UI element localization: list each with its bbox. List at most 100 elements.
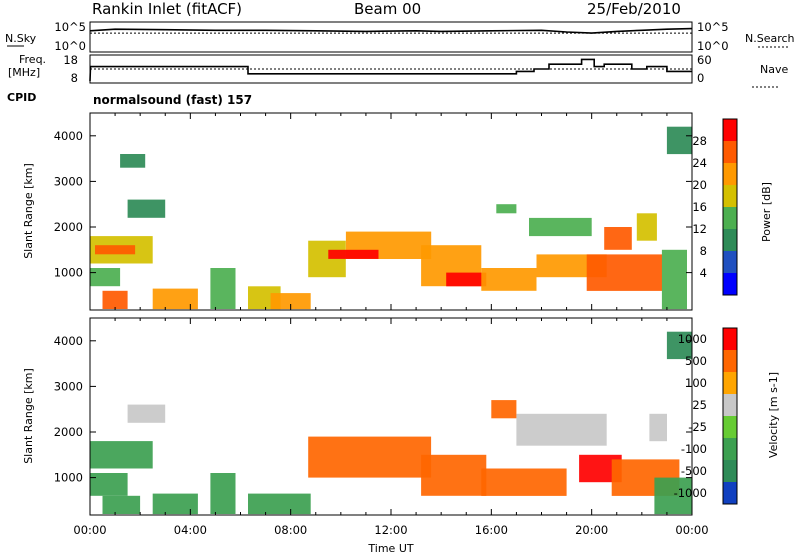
scatter-cell xyxy=(604,227,632,250)
scatter-cell xyxy=(120,154,146,168)
scatter-cell xyxy=(491,400,517,419)
y-tick-label: 1000 xyxy=(54,266,83,280)
date-label: 25/Feb/2010 xyxy=(587,0,681,18)
freq-axis-ticks: 18 8 60 0 xyxy=(63,53,711,85)
scatter-cell xyxy=(210,268,236,309)
scatter-cell xyxy=(90,473,128,496)
freq-series-0 xyxy=(89,58,692,82)
chart-title: Rankin Inlet (fitACF) xyxy=(92,0,242,18)
noise-left-tick: 10^0 xyxy=(54,39,86,53)
y-tick-label: 4000 xyxy=(54,334,83,348)
y-tick-label: 4000 xyxy=(54,129,83,143)
scatter-cell xyxy=(152,493,198,515)
colorbar-swatch xyxy=(723,119,737,141)
nave-label: Nave xyxy=(760,63,788,76)
velocity-colorbar-label: Velocity [m s-1] xyxy=(767,372,780,458)
colorbar-swatch xyxy=(723,350,737,372)
freq-left-tick: 8 xyxy=(71,71,78,85)
freq-panel: 18 8 60 0 xyxy=(63,53,711,85)
scatter-cell xyxy=(328,249,379,259)
colorbar-swatch xyxy=(723,163,737,185)
colorbar-swatch xyxy=(723,460,737,482)
y-tick-label: 1000 xyxy=(54,471,83,485)
freq-label: Freq. xyxy=(19,53,46,66)
scatter-cell xyxy=(529,217,592,237)
scatter-cell xyxy=(661,249,687,310)
power-axis-ticks: 1000 2000 3000 4000 xyxy=(54,113,693,310)
colorbar-swatch xyxy=(723,438,737,460)
colorbar-swatch xyxy=(723,273,737,295)
power-panel: 1000 2000 3000 4000 Slant Range [km] xyxy=(22,112,693,311)
scatter-cell xyxy=(654,477,692,515)
colorbar-tick-label: -25 xyxy=(688,420,707,434)
freq-right-tick: 0 xyxy=(697,71,704,85)
scatter-cell xyxy=(127,404,166,423)
colorbar-swatch xyxy=(723,372,737,394)
colorbar-tick-label: -100 xyxy=(681,442,707,456)
colorbar-swatch xyxy=(723,185,737,207)
freq-unit-label: [MHz] xyxy=(8,66,40,79)
colorbar-tick-label: 24 xyxy=(692,156,707,170)
colorbar-swatch xyxy=(723,416,737,438)
scatter-cell xyxy=(666,126,692,155)
colorbar-tick-label: 1000 xyxy=(678,332,707,346)
scatter-cell xyxy=(152,288,198,310)
nsky-label: N.Sky xyxy=(5,32,37,45)
scatter-cell xyxy=(481,468,567,496)
y-tick-label: 2000 xyxy=(54,220,83,234)
scatter-cell xyxy=(496,204,517,214)
colorbar-swatch xyxy=(723,141,737,163)
freq-plot-area xyxy=(89,58,692,82)
colorbar-swatch xyxy=(723,229,737,251)
colorbar-tick-label: 500 xyxy=(685,354,707,368)
scatter-cell xyxy=(666,331,692,360)
velocity-axis-ticks: 1000 2000 3000 4000 00:00 04:00 08:00 12:00 16:0… xyxy=(54,318,709,537)
power-colorbar-label: Power [dB] xyxy=(760,182,773,242)
scatter-cell xyxy=(586,254,662,291)
noise-panel: 10^5 10^0 10^5 10^0 xyxy=(54,20,728,53)
x-tick-label: 00:00 xyxy=(73,523,106,537)
freq-right-tick: 60 xyxy=(697,53,712,67)
scatter-cell xyxy=(649,413,667,442)
scatter-cell xyxy=(102,290,128,309)
x-tick-label: 12:00 xyxy=(374,523,407,537)
scatter-cell xyxy=(127,199,166,218)
x-tick-label: 16:00 xyxy=(475,523,508,537)
nsearch-label: N.Search xyxy=(745,32,795,45)
cpid-text: normalsound (fast) 157 xyxy=(93,93,252,107)
scatter-cell xyxy=(446,272,487,287)
scatter-cell xyxy=(90,441,153,469)
freq-left-tick: 18 xyxy=(63,53,78,67)
colorbar-swatch xyxy=(723,251,737,273)
colorbar-tick-label: -500 xyxy=(681,464,707,478)
noise-axis-ticks: 10^5 10^0 10^5 10^0 xyxy=(54,20,728,53)
power-y-axis-label: Slant Range [km] xyxy=(22,163,35,259)
scatter-cell xyxy=(516,413,607,446)
scatter-cell xyxy=(95,245,136,255)
scatter-cell xyxy=(308,240,346,278)
colorbar-tick-label: 28 xyxy=(692,134,707,148)
noise-plot-area xyxy=(89,27,693,34)
velocity-panel: 1000 2000 3000 4000 00:00 04:00 08:00 12:00 16:0… xyxy=(22,317,709,554)
scatter-cell xyxy=(248,493,311,515)
x-tick-label: 04:00 xyxy=(174,523,207,537)
noise-right-tick: 10^0 xyxy=(697,39,729,53)
velocity-colorbar: 1000 500 100 25 -25 -100 -500 -1000 xyxy=(674,327,738,505)
beam-label: Beam 00 xyxy=(354,0,421,18)
colorbar-tick-label: 25 xyxy=(692,398,707,412)
colorbar-tick-label: 8 xyxy=(700,244,707,258)
scatter-cell xyxy=(210,473,236,514)
y-tick-label: 2000 xyxy=(54,425,83,439)
colorbar-swatch xyxy=(723,394,737,416)
scatter-cell xyxy=(421,454,487,496)
colorbar-tick-label: 16 xyxy=(692,200,707,214)
velocity-y-axis-label: Slant Range [km] xyxy=(22,368,35,464)
colorbar-tick-label: 20 xyxy=(692,178,707,192)
colorbar-swatch xyxy=(723,482,737,504)
colorbar-frame xyxy=(722,118,738,296)
colorbar-tick-label: 12 xyxy=(692,222,707,236)
scatter-cell xyxy=(481,268,537,291)
y-tick-label: 3000 xyxy=(54,174,83,188)
velocity-heatmap xyxy=(90,331,692,515)
noise-series-0 xyxy=(89,27,693,34)
